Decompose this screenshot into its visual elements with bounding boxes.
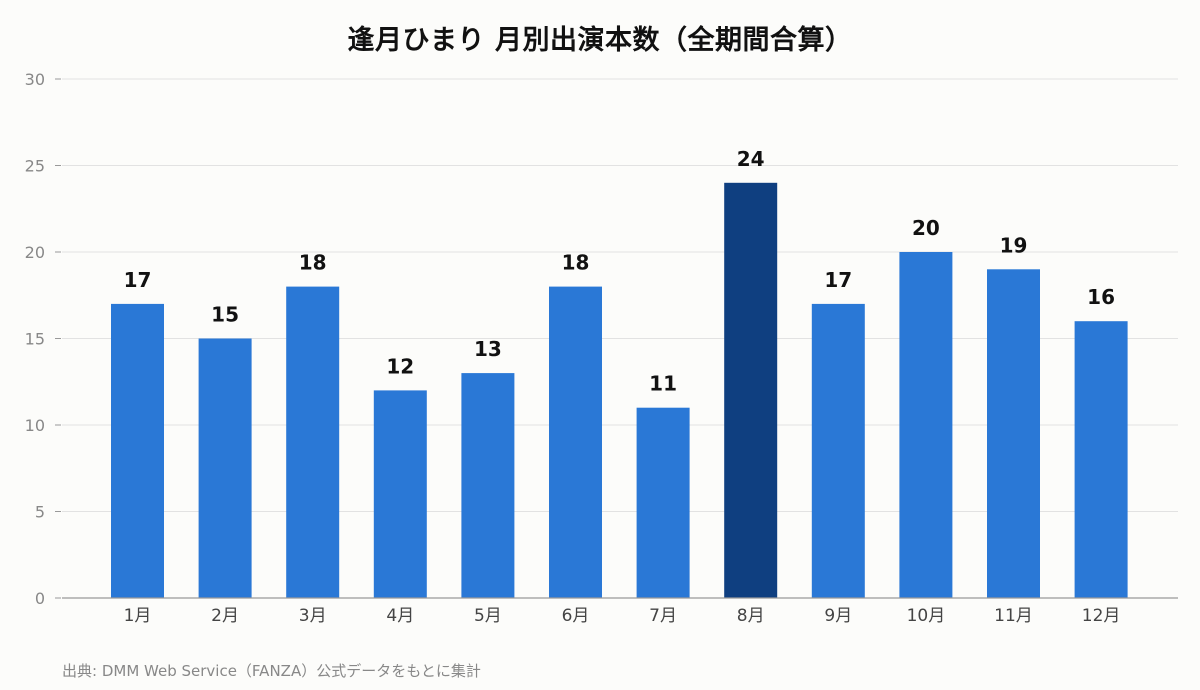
bar-1 — [111, 303, 164, 598]
bar-7 — [636, 407, 690, 598]
x-tick-label-3: 3月 — [299, 606, 327, 626]
y-tick-label-30: 30 — [25, 70, 45, 89]
y-tick-label-10: 10 — [25, 416, 45, 435]
source-note: 出典: DMM Web Service（FANZA）公式データをもとに集計 — [62, 662, 481, 680]
value-label-11: 19 — [1000, 233, 1028, 257]
bar-8 — [724, 182, 778, 599]
y-tick-label-25: 25 — [25, 157, 45, 176]
bar-2 — [198, 338, 252, 598]
bar-3 — [286, 286, 340, 598]
x-tick-label-6: 6月 — [562, 606, 590, 626]
y-tick-label-5: 5 — [35, 503, 45, 522]
x-tick-label-2: 2月 — [211, 606, 239, 626]
value-labels: 17 15 18 12 13 18 11 24 17 20 19 16 — [124, 147, 1115, 396]
x-tick-label-5: 5月 — [474, 606, 502, 626]
x-tick-label-4: 4月 — [386, 606, 414, 626]
y-tick-label-20: 20 — [25, 243, 45, 262]
value-label-5: 13 — [474, 337, 502, 361]
value-label-10: 20 — [912, 216, 940, 240]
bars — [111, 182, 1128, 599]
bar-5 — [461, 373, 515, 598]
value-label-9: 17 — [824, 268, 852, 292]
value-label-6: 18 — [562, 251, 590, 275]
y-axis-ticks: 0 5 10 15 20 25 30 — [25, 70, 61, 608]
x-axis-labels: 1月 2月 3月 4月 5月 6月 7月 8月 9月 10月 11月 12月 — [124, 606, 1121, 626]
x-tick-label-11: 11月 — [994, 606, 1033, 626]
x-tick-label-9: 9月 — [824, 606, 852, 626]
x-tick-label-10: 10月 — [907, 606, 946, 626]
y-tick-label-0: 0 — [35, 589, 45, 608]
value-label-3: 18 — [299, 251, 327, 275]
chart-title: 逢月ひまり 月別出演本数（全期間合算） — [347, 25, 853, 56]
bar-4 — [373, 390, 427, 598]
value-label-12: 16 — [1087, 285, 1115, 309]
bar-6 — [549, 286, 602, 598]
x-tick-label-1: 1月 — [124, 606, 152, 626]
value-label-1: 17 — [124, 268, 152, 292]
bar-11 — [987, 269, 1040, 598]
bar-10 — [899, 252, 953, 598]
value-label-7: 11 — [649, 372, 677, 396]
bar-12 — [1074, 321, 1128, 598]
x-tick-label-12: 12月 — [1082, 606, 1121, 626]
bar-9 — [811, 303, 865, 598]
y-tick-label-15: 15 — [25, 330, 45, 349]
value-label-4: 12 — [386, 354, 414, 378]
x-tick-label-7: 7月 — [649, 606, 677, 626]
x-tick-label-8: 8月 — [737, 606, 765, 626]
value-label-2: 15 — [211, 303, 239, 327]
value-label-8: 24 — [737, 147, 765, 171]
